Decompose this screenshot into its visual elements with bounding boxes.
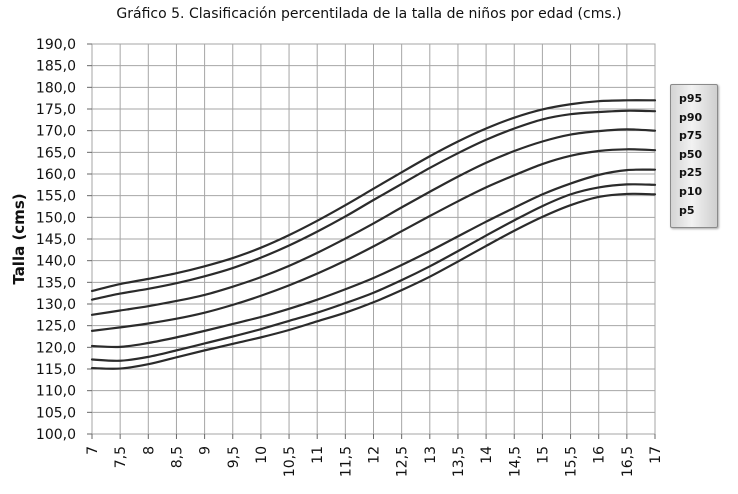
label-layer: 100,0 105,0 110,0 115,0 120,0 125,0 130,0 135,0… — [10, 37, 664, 477]
series-line-p95 — [90, 99, 657, 293]
x-tick-label: 10,5 — [282, 446, 298, 477]
y-tick-label: 110,0 — [36, 384, 76, 400]
legend-entry-p75: p75 — [679, 129, 703, 143]
legend-entry-p50: p50 — [679, 147, 703, 161]
y-tick-label: 165,0 — [36, 145, 76, 161]
chart-title: Gráfico 5. Clasificación percentilada de… — [116, 6, 622, 22]
legend-entry-p25: p25 — [679, 166, 703, 180]
y-tick-label: 175,0 — [36, 102, 76, 118]
y-axis-label: Talla (cms) — [10, 193, 28, 284]
x-tick-label: 13 — [423, 446, 439, 464]
y-tick-label: 115,0 — [36, 362, 76, 378]
series-line-p25 — [90, 168, 657, 349]
x-tick-label: 16,5 — [620, 446, 636, 477]
y-tick-label: 190,0 — [36, 37, 76, 53]
x-tick-label: 14,5 — [507, 446, 523, 477]
y-tick-label: 160,0 — [36, 167, 76, 183]
x-tick-label: 17 — [648, 446, 664, 464]
x-tick-label: 16 — [592, 446, 608, 464]
x-tick-label: 12,5 — [395, 446, 411, 477]
x-tick-label: 7,5 — [113, 446, 129, 468]
x-tick-label: 8 — [141, 446, 157, 455]
y-tick-label: 145,0 — [36, 232, 76, 248]
series-line-p75 — [90, 128, 657, 316]
x-tick-label: 14 — [479, 446, 495, 464]
y-tick-label: 130,0 — [36, 297, 76, 313]
series-line-p50 — [90, 148, 657, 332]
y-tick-label: 170,0 — [36, 124, 76, 140]
legend-entry-p5: p5 — [679, 203, 695, 217]
x-tick-label: 11 — [310, 446, 326, 464]
x-tick-label: 15 — [535, 446, 551, 464]
y-tick-label: 185,0 — [36, 59, 76, 75]
y-tick-label: 135,0 — [36, 275, 76, 291]
legend: p95 p90 p75 p50 p25 p10 p5 — [670, 84, 718, 228]
x-tick-label: 8,5 — [169, 446, 185, 468]
y-tick-label: 180,0 — [36, 80, 76, 96]
x-tick-label: 9,5 — [226, 446, 242, 468]
x-tick-label: 11,5 — [338, 446, 354, 477]
y-tick-label: 140,0 — [36, 254, 76, 270]
y-tick-label: 120,0 — [36, 340, 76, 356]
x-tick-label: 12 — [367, 446, 383, 464]
x-tick-label: 7 — [85, 446, 101, 455]
y-tick-label: 155,0 — [36, 189, 76, 205]
y-tick-label: 150,0 — [36, 210, 76, 226]
y-tick-label: 100,0 — [36, 427, 76, 443]
series-line-p10 — [90, 183, 657, 362]
y-tick-label: 125,0 — [36, 319, 76, 335]
series-line-p5 — [90, 192, 657, 370]
axis-layer — [87, 43, 656, 439]
grid-layer — [91, 43, 656, 435]
y-tick-label: 105,0 — [36, 405, 76, 421]
series-layer — [90, 99, 657, 370]
legend-entry-p90: p90 — [679, 110, 703, 124]
series-line-p90 — [90, 109, 657, 301]
legend-entry-p10: p10 — [679, 184, 703, 198]
legend-entry-p95: p95 — [679, 92, 703, 105]
x-tick-label: 15,5 — [564, 446, 580, 477]
x-tick-label: 10 — [254, 446, 270, 464]
x-tick-label: 13,5 — [451, 446, 467, 477]
x-tick-label: 9 — [198, 446, 214, 455]
